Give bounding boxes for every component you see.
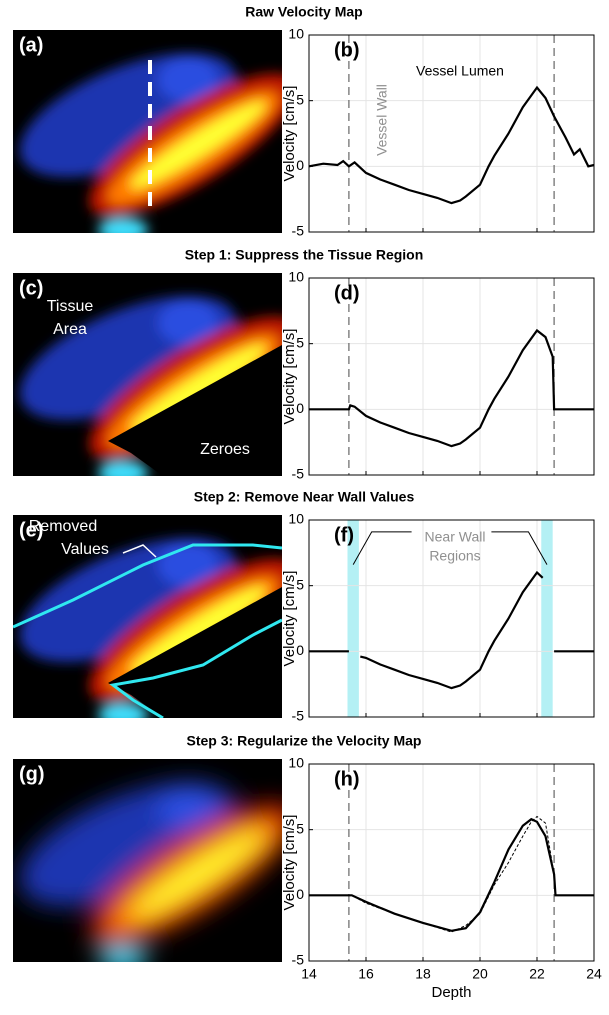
velocity-map: (a) (13, 30, 282, 233)
x-tick-label: 24 (586, 966, 602, 982)
plot-area (309, 35, 594, 232)
y-tick-label: 5 (296, 820, 304, 836)
y-tick-label: -5 (292, 466, 305, 482)
near-wall-region (541, 520, 553, 717)
plot-frame (308, 763, 595, 962)
map-blobs (19, 53, 282, 233)
y-tick-label: 5 (296, 576, 304, 592)
panel-title: Step 1: Suppress the Tissue Region (185, 247, 424, 263)
yellow-region (129, 830, 267, 918)
velocity-line (309, 328, 594, 448)
plot-frame (308, 277, 595, 476)
y-tick-label: 0 (296, 400, 304, 416)
y-tick-label: 0 (296, 886, 304, 902)
velocity-map: (c)Tissue Area Zeroes (13, 273, 282, 476)
callout-line (352, 531, 412, 565)
velocity-line (308, 85, 595, 205)
plot-area (309, 278, 594, 475)
panel-label: (f) (334, 524, 354, 546)
velocity-line (309, 570, 594, 690)
image-annotation: Area (53, 321, 87, 338)
y-tick-label: 5 (296, 91, 304, 107)
panel-title: Step 2: Remove Near Wall Values (194, 489, 415, 505)
image-label: (c) (19, 277, 43, 299)
x-tick-label: 20 (472, 966, 488, 982)
y-axis-label: Velocity [cm/s] (281, 571, 298, 667)
panel-title: Step 3: Regularize the Velocity Map (187, 733, 422, 749)
velocity-map: (e)Removed Values (13, 515, 282, 718)
plot-frame (308, 519, 595, 718)
cyan-region (98, 703, 148, 718)
chart-annotation: Vessel Wall (374, 84, 390, 156)
panel-title: Raw Velocity Map (245, 4, 362, 20)
cyan-region (98, 218, 148, 233)
y-tick-label: -5 (292, 952, 305, 968)
y-tick-label: 10 (288, 269, 304, 285)
y-tick-label: -5 (292, 708, 305, 724)
y-axis-label: Velocity [cm/s] (281, 329, 298, 425)
cyan-region (98, 461, 148, 476)
image-label: (e) (19, 519, 43, 541)
velocity-line (309, 817, 594, 932)
y-axis-label: Velocity [cm/s] (281, 815, 298, 911)
image-label: (a) (19, 34, 43, 56)
x-tick-label: 18 (415, 966, 431, 982)
near-wall-region (347, 520, 359, 717)
y-tick-label: 10 (288, 755, 304, 771)
cyan-region (98, 947, 148, 962)
zeroed-region (108, 587, 282, 718)
plot-frame (308, 34, 595, 233)
y-tick-label: -5 (292, 223, 305, 239)
blue-core (158, 58, 218, 102)
yellow-region (129, 586, 267, 674)
y-tick-label: 10 (288, 26, 304, 42)
image-annotation: Values (61, 541, 109, 558)
callout-line (122, 544, 157, 558)
y-tick-label: 5 (296, 334, 304, 350)
panel-label: (h) (334, 768, 360, 790)
y-tick-label: 0 (296, 642, 304, 658)
image-annotation: Zeroes (200, 441, 250, 458)
zeroed-region (108, 345, 282, 476)
chart-annotation: Vessel Lumen (416, 63, 504, 79)
velocity-map: (g) (13, 759, 282, 962)
x-tick-label: 14 (301, 966, 317, 982)
plot-area (309, 764, 594, 961)
x-tick-label: 22 (529, 966, 545, 982)
image-label: (g) (19, 763, 45, 785)
blue-core (158, 787, 218, 831)
panel-label: (d) (334, 282, 360, 304)
x-axis-label: Depth (431, 984, 471, 1001)
yellow-region (129, 344, 267, 432)
y-tick-label: 10 (288, 511, 304, 527)
blue-core (158, 301, 218, 345)
map-blobs (19, 782, 282, 962)
chart-annotation: Regions (429, 548, 480, 564)
velocity-line (309, 815, 594, 933)
image-annotation: Tissue (47, 298, 94, 315)
chart-annotation: Near Wall (425, 529, 486, 545)
mask-outline (109, 618, 282, 718)
image-annotation: Removed (29, 518, 97, 535)
y-tick-label: 0 (296, 157, 304, 173)
y-axis-label: Velocity [cm/s] (281, 86, 298, 182)
x-tick-label: 16 (358, 966, 374, 982)
panel-label: (b) (334, 39, 360, 61)
mask-outline (13, 543, 282, 629)
callout-line (491, 531, 548, 565)
yellow-region (129, 101, 267, 189)
